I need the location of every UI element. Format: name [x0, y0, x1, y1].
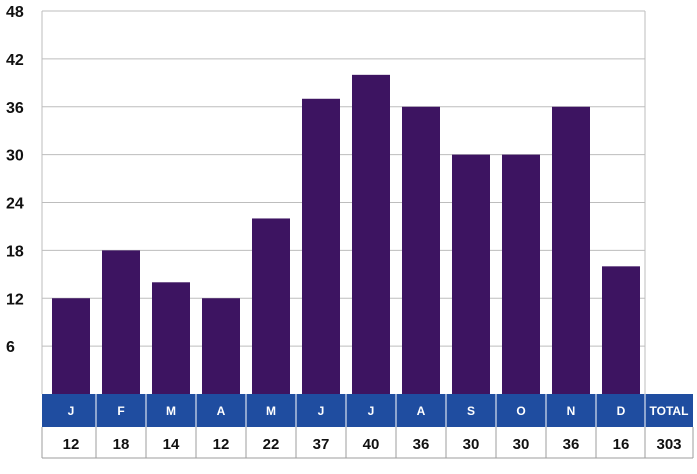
y-tick-label: 30 — [6, 148, 24, 165]
month-label: S — [467, 404, 475, 418]
bar-5 — [302, 98, 340, 394]
bar-2 — [152, 282, 190, 394]
y-tick-label: 48 — [6, 4, 24, 21]
month-label: O — [516, 404, 525, 418]
month-label: M — [266, 404, 276, 418]
month-label: M — [166, 404, 176, 418]
bar-0 — [52, 298, 90, 394]
bar-4 — [252, 218, 290, 394]
total-value: 303 — [656, 436, 681, 453]
month-value: 36 — [413, 436, 430, 453]
bar-6 — [352, 74, 390, 394]
y-tick-label: 24 — [6, 196, 24, 213]
month-label: A — [417, 404, 426, 418]
y-tick-label: 18 — [6, 243, 24, 260]
month-value: 18 — [113, 436, 130, 453]
y-axis-ticks: 6 12 18 24 30 36 42 48 — [6, 4, 24, 356]
month-value: 14 — [163, 436, 180, 453]
bar-11 — [602, 266, 640, 394]
month-value: 12 — [63, 436, 80, 453]
month-label: F — [117, 404, 124, 418]
bar-1 — [102, 250, 140, 394]
y-tick-label: 36 — [6, 100, 24, 117]
bar-7 — [402, 106, 440, 394]
month-value: 36 — [563, 436, 580, 453]
y-tick-label: 12 — [6, 291, 24, 308]
month-label: J — [318, 404, 325, 418]
month-value: 40 — [363, 436, 380, 453]
bars — [52, 74, 640, 394]
month-value: 37 — [313, 436, 330, 453]
month-label: D — [617, 404, 626, 418]
month-label: J — [68, 404, 75, 418]
month-value: 12 — [213, 436, 230, 453]
table-header-band — [42, 394, 693, 427]
bar-9 — [502, 154, 540, 394]
bar-8 — [452, 154, 490, 394]
month-value: 16 — [613, 436, 630, 453]
month-value: 22 — [263, 436, 280, 453]
month-label: N — [567, 404, 576, 418]
month-value: 30 — [513, 436, 530, 453]
y-tick-label: 6 — [6, 339, 15, 356]
grid-lines — [41, 10, 646, 394]
month-label: A — [217, 404, 226, 418]
bar-3 — [202, 298, 240, 394]
total-header-label: TOTAL — [650, 404, 689, 418]
month-label: J — [368, 404, 375, 418]
data-table: J 12 F 18 M 14 A 12 M 22 J 37 J 40 A 36 S 30 O 30 N 36 D 16 TOTA… — [41, 394, 694, 459]
month-value: 30 — [463, 436, 480, 453]
y-tick-label: 42 — [6, 52, 24, 69]
bar-10 — [552, 106, 590, 394]
